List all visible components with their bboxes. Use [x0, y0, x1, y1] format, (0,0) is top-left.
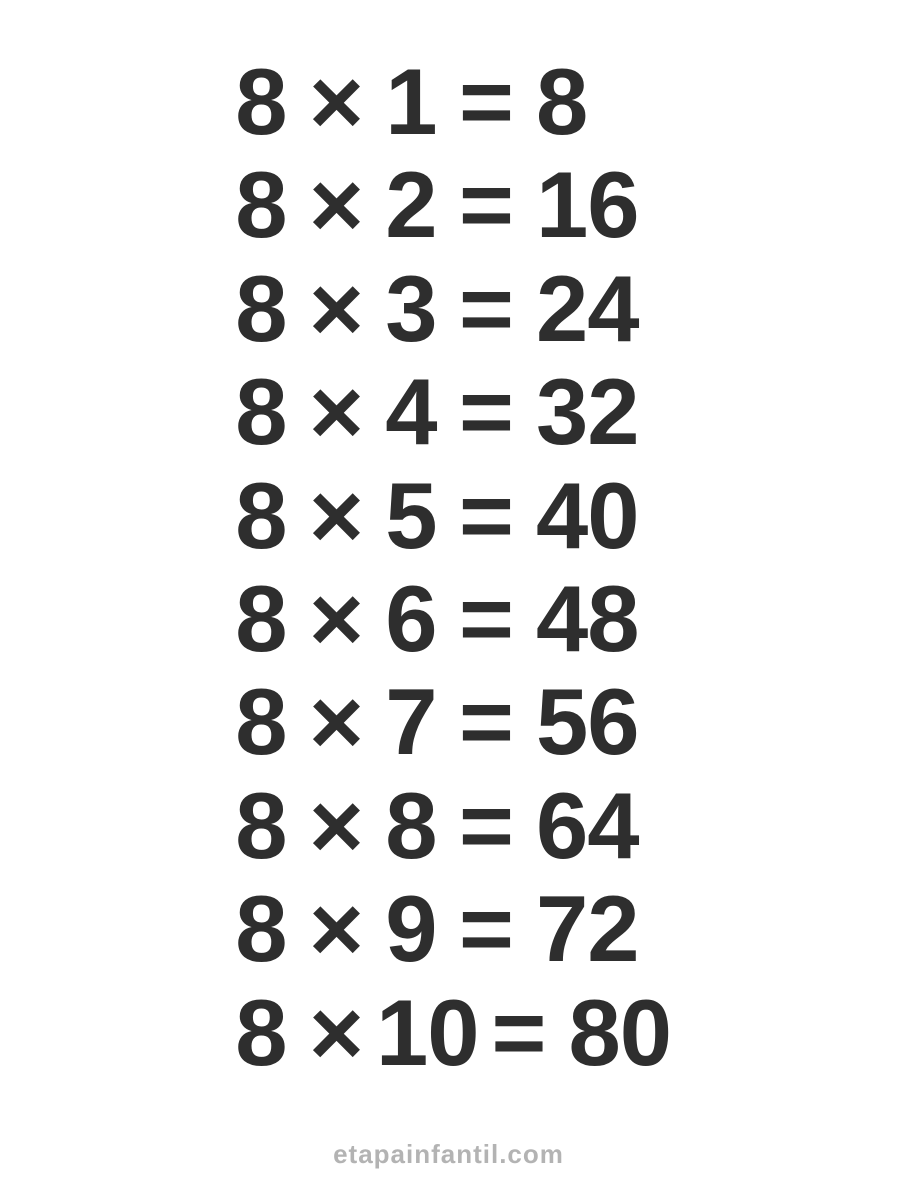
equals-symbol: = [446, 360, 526, 463]
equation-row: 8×2=16 [226, 153, 639, 256]
multiplier: 8 [376, 774, 446, 877]
equals-symbol: = [446, 877, 526, 980]
equals-symbol: = [446, 670, 526, 773]
result: 48 [526, 567, 639, 670]
multiplicand: 8 [226, 877, 296, 980]
multiply-symbol: × [296, 981, 376, 1084]
multiplier: 2 [376, 153, 446, 256]
multiply-symbol: × [296, 153, 376, 256]
multiplicand: 8 [226, 360, 296, 463]
multiply-symbol: × [296, 50, 376, 153]
multiply-symbol: × [296, 464, 376, 567]
multiplicand: 8 [226, 981, 296, 1084]
equals-symbol: = [479, 981, 559, 1084]
result: 8 [526, 50, 596, 153]
equals-symbol: = [446, 774, 526, 877]
multiplier: 1 [376, 50, 446, 153]
multiplicand: 8 [226, 257, 296, 360]
multiplier: 3 [376, 257, 446, 360]
equals-symbol: = [446, 567, 526, 670]
multiplicand: 8 [226, 567, 296, 670]
equation-row: 8×3=24 [226, 257, 639, 360]
equation-row: 8×5=40 [226, 464, 639, 567]
multiplier: 10 [376, 981, 479, 1084]
footer-credit: etapainfantil.com [0, 1139, 897, 1170]
multiply-symbol: × [296, 670, 376, 773]
multiply-symbol: × [296, 567, 376, 670]
equals-symbol: = [446, 50, 526, 153]
multiply-symbol: × [296, 257, 376, 360]
result: 32 [526, 360, 639, 463]
multiplicand: 8 [226, 774, 296, 877]
equation-row: 8×7=56 [226, 670, 639, 773]
result: 80 [559, 981, 672, 1084]
multiplier: 9 [376, 877, 446, 980]
multiplication-table: 8×1=88×2=168×3=248×4=328×5=408×6=488×7=5… [226, 50, 671, 1084]
multiplier: 5 [376, 464, 446, 567]
multiply-symbol: × [296, 360, 376, 463]
equals-symbol: = [446, 464, 526, 567]
multiplicand: 8 [226, 50, 296, 153]
multiplier: 7 [376, 670, 446, 773]
equation-row: 8×6=48 [226, 567, 639, 670]
equation-row: 8×10=80 [226, 981, 671, 1084]
result: 16 [526, 153, 639, 256]
multiply-symbol: × [296, 877, 376, 980]
multiplicand: 8 [226, 464, 296, 567]
multiplier: 4 [376, 360, 446, 463]
result: 24 [526, 257, 639, 360]
multiplicand: 8 [226, 153, 296, 256]
equation-row: 8×4=32 [226, 360, 639, 463]
multiplier: 6 [376, 567, 446, 670]
equation-row: 8×1=8 [226, 50, 596, 153]
equals-symbol: = [446, 153, 526, 256]
multiply-symbol: × [296, 774, 376, 877]
multiplicand: 8 [226, 670, 296, 773]
equals-symbol: = [446, 257, 526, 360]
result: 40 [526, 464, 639, 567]
result: 64 [526, 774, 639, 877]
equation-row: 8×8=64 [226, 774, 639, 877]
result: 72 [526, 877, 639, 980]
result: 56 [526, 670, 639, 773]
equation-row: 8×9=72 [226, 877, 639, 980]
